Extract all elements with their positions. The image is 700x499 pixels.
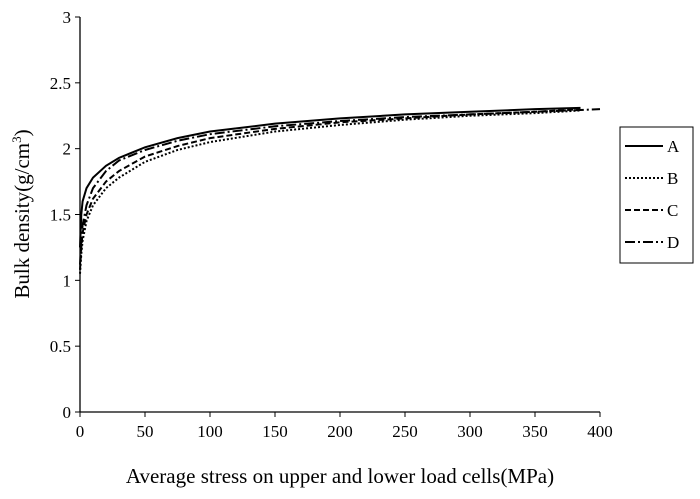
x-tick-label: 250	[392, 422, 418, 441]
x-tick-label: 350	[522, 422, 548, 441]
y-tick-label: 0	[63, 403, 72, 422]
x-tick-label: 300	[457, 422, 483, 441]
y-tick-label: 1.5	[50, 206, 71, 225]
y-axis-title-close: )	[10, 129, 34, 136]
series-line-c	[79, 108, 581, 270]
y-tick-label: 2.5	[50, 74, 71, 93]
series-line-d	[79, 108, 601, 265]
y-tick-label: 0.5	[50, 337, 71, 356]
legend-item-d: D	[625, 233, 679, 252]
y-tick-label: 1	[63, 271, 72, 290]
legend-item-a: A	[625, 137, 680, 156]
legend-item-b: B	[625, 169, 678, 188]
x-tick-label: 0	[76, 422, 85, 441]
y-tick-label: 3	[63, 8, 72, 27]
x-tick-label: 400	[587, 422, 613, 441]
legend-label: D	[667, 233, 679, 252]
y-tick-label: 2	[63, 140, 72, 159]
x-axis-title: Average stress on upper and lower load c…	[126, 464, 554, 488]
x-tick-label: 150	[262, 422, 288, 441]
x-tick-label: 200	[327, 422, 353, 441]
series-line-b	[79, 109, 581, 274]
legend-item-c: C	[625, 201, 678, 220]
legend-label: C	[667, 201, 678, 220]
y-axis-title-main: Bulk density(g/cm	[10, 143, 34, 299]
y-ticks: 0 0.5 1 1.5 2 2.5 3	[50, 8, 80, 422]
x-tick-label: 100	[197, 422, 223, 441]
legend-box	[619, 126, 694, 264]
plot-area	[79, 106, 601, 274]
y-axis-title-superscript: 3	[9, 136, 24, 143]
y-axis-title: Bulk density(g/cm3)	[9, 129, 34, 298]
series-line-a	[79, 106, 581, 248]
legend-label: A	[667, 137, 680, 156]
x-ticks: 0 50 100 150 200 250 300 350 400	[76, 412, 613, 441]
legend-label: B	[667, 169, 678, 188]
x-tick-label: 50	[137, 422, 154, 441]
